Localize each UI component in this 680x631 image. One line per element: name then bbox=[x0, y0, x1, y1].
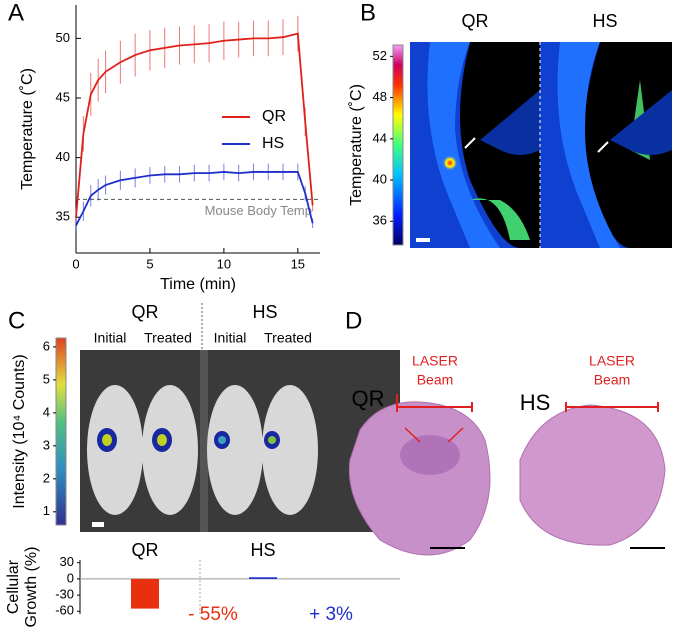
y-tick-label: 48 bbox=[373, 89, 387, 104]
legend-label: QR bbox=[262, 108, 286, 125]
group-label: HS bbox=[520, 390, 551, 415]
bar bbox=[249, 577, 277, 579]
group-label: QR bbox=[352, 386, 385, 411]
y-axis-label: Cellular bbox=[5, 559, 22, 614]
y-axis-label: Temperature (˚C) bbox=[348, 84, 365, 206]
y-tick-label: 35 bbox=[56, 209, 70, 224]
group-header: HS bbox=[252, 302, 277, 322]
y-axis-label: Growth (%) bbox=[23, 547, 40, 628]
histology bbox=[348, 394, 666, 556]
y-tick-label: 1 bbox=[43, 503, 50, 518]
y-tick-label: 2 bbox=[43, 470, 50, 485]
panel-label: D bbox=[345, 307, 362, 334]
value-label: - 55% bbox=[188, 604, 238, 625]
y-tick-label: -30 bbox=[55, 587, 74, 602]
y-tick-label: 0 bbox=[67, 570, 74, 585]
y-tick-label: 40 bbox=[373, 171, 387, 186]
thermal-images bbox=[410, 42, 672, 248]
category-label: HS bbox=[250, 540, 275, 560]
beam-label: Beam bbox=[417, 372, 454, 388]
x-tick-label: 10 bbox=[217, 256, 231, 271]
annotation: Mouse Body Temp bbox=[205, 203, 312, 218]
series-line bbox=[75, 32, 314, 218]
state-label: Treated bbox=[264, 330, 312, 346]
beam-label: Beam bbox=[594, 372, 631, 388]
column-header: QR bbox=[462, 11, 489, 31]
beam-label: LASER bbox=[589, 353, 635, 369]
y-tick-label: 3 bbox=[43, 437, 50, 452]
value-label: + 3% bbox=[309, 604, 353, 625]
y-tick-label: 50 bbox=[56, 30, 70, 45]
y-tick-label: 52 bbox=[373, 48, 387, 63]
mouse-images bbox=[80, 350, 400, 532]
y-tick-label: 44 bbox=[373, 130, 387, 145]
y-tick-label: 30 bbox=[60, 554, 74, 569]
bar bbox=[131, 578, 159, 609]
category-label: QR bbox=[132, 540, 159, 560]
state-label: Treated bbox=[144, 330, 192, 346]
column-header: HS bbox=[592, 11, 617, 31]
x-axis-label: Time (min) bbox=[160, 276, 236, 293]
x-tick-label: 0 bbox=[72, 256, 79, 271]
colorbar bbox=[392, 44, 404, 246]
group-header: QR bbox=[132, 302, 159, 322]
colorbar bbox=[55, 337, 67, 526]
y-tick-label: 45 bbox=[56, 89, 70, 104]
y-tick-label: 6 bbox=[43, 338, 50, 353]
y-axis-label: Temperature (˚C) bbox=[19, 68, 36, 190]
y-tick-label: -60 bbox=[55, 603, 74, 618]
beam-label: LASER bbox=[412, 353, 458, 369]
panel-label: B bbox=[360, 0, 376, 26]
y-tick-label: 40 bbox=[56, 149, 70, 164]
panel-label: A bbox=[8, 0, 24, 26]
x-tick-label: 5 bbox=[146, 256, 153, 271]
state-label: Initial bbox=[214, 330, 247, 346]
panel-label: C bbox=[8, 307, 25, 334]
series-line bbox=[75, 171, 314, 226]
y-tick-label: 36 bbox=[373, 213, 387, 228]
y-tick-label: 5 bbox=[43, 371, 50, 386]
y-tick-label: 4 bbox=[43, 404, 50, 419]
x-tick-label: 15 bbox=[291, 256, 305, 271]
legend-label: HS bbox=[262, 135, 284, 152]
y-axis-label: Intensity (10⁴ Counts) bbox=[11, 354, 28, 509]
state-label: Initial bbox=[94, 330, 127, 346]
